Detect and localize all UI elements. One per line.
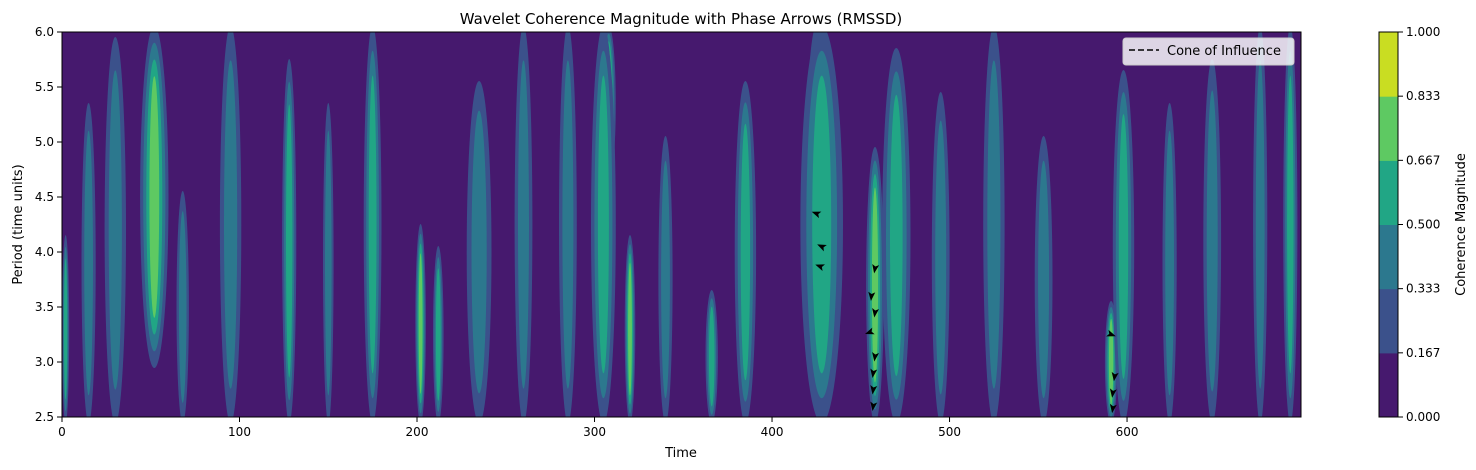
colorbar-band bbox=[1379, 96, 1398, 161]
x-tick-label: 400 bbox=[761, 425, 784, 439]
legend: Cone of Influence bbox=[1122, 37, 1295, 66]
coherence-contour-24-2 bbox=[935, 120, 947, 395]
coherence-contour-0-3 bbox=[64, 258, 68, 400]
plot-background bbox=[62, 32, 1301, 417]
legend-label: Cone of Influence bbox=[1167, 44, 1281, 59]
coherence-contour-31-2 bbox=[1255, 60, 1265, 389]
x-tick-label: 0 bbox=[58, 425, 66, 439]
phase-arrow bbox=[865, 327, 875, 335]
coherence-contour-16-4 bbox=[628, 262, 632, 396]
phase-arrow bbox=[1109, 388, 1117, 398]
coherence-contour-3-4 bbox=[149, 76, 160, 318]
x-axis-label: Time bbox=[664, 446, 697, 461]
coherence-contour-19-3 bbox=[740, 123, 751, 381]
phase-arrow bbox=[870, 385, 878, 395]
y-axis-label: Period (time units) bbox=[11, 164, 26, 284]
phase-arrow bbox=[870, 401, 878, 411]
y-axis: 2.5 3.0 3.5 4.0 4.5 5.0 5.5 6.0 bbox=[35, 25, 62, 424]
coherence-contour-1-2 bbox=[84, 130, 93, 396]
colorbar-tick-label: 0.500 bbox=[1406, 218, 1440, 232]
colorbar-tick-label: 0.333 bbox=[1406, 282, 1440, 296]
x-tick-label: 100 bbox=[228, 425, 251, 439]
x-tick-label: 300 bbox=[583, 425, 606, 439]
coherence-contour-8-3 bbox=[368, 75, 377, 374]
colorbar-ticks: 0.000 0.167 0.333 0.500 0.667 0.833 1.000 bbox=[1398, 25, 1440, 424]
phase-arrow bbox=[872, 352, 880, 362]
colorbar-bands bbox=[1379, 32, 1398, 418]
plot-frame bbox=[61, 31, 1302, 418]
phase-arrow bbox=[815, 264, 825, 271]
coherence-contour-2-2 bbox=[108, 70, 122, 390]
phase-arrow bbox=[868, 291, 876, 301]
y-tick-label: 5.5 bbox=[35, 80, 54, 94]
plot-area bbox=[61, 31, 1302, 418]
phase-arrow bbox=[872, 308, 880, 318]
colorbar-band bbox=[1379, 224, 1398, 290]
coherence-contour-21-3 bbox=[812, 75, 832, 374]
phase-arrow bbox=[817, 244, 827, 252]
coherence-contour-13-2 bbox=[562, 60, 574, 389]
colorbar-band bbox=[1379, 160, 1398, 225]
coherence-contour-5-2 bbox=[224, 60, 238, 389]
coherence-contour-7-2 bbox=[325, 130, 332, 396]
colorbar-label: Coherence Magnitude bbox=[1454, 153, 1469, 296]
legend-box bbox=[1122, 37, 1295, 66]
phase-arrow bbox=[1109, 403, 1117, 414]
x-tick-label: 500 bbox=[938, 425, 961, 439]
y-tick-label: 2.5 bbox=[35, 410, 54, 424]
x-tick-label: 600 bbox=[1116, 425, 1139, 439]
phase-arrow bbox=[872, 263, 880, 274]
colorbar-tick-label: 0.667 bbox=[1406, 153, 1440, 167]
coherence-contour-11-2 bbox=[471, 110, 487, 394]
coherence-contour-30-2 bbox=[1206, 90, 1218, 392]
colorbar-tick-label: 0.833 bbox=[1406, 89, 1440, 103]
coherence-contour-27-4 bbox=[1108, 318, 1114, 406]
coherence-contour-26-2 bbox=[1038, 160, 1050, 399]
colorbar-band bbox=[1379, 32, 1398, 97]
coherence-contour-9-4 bbox=[418, 253, 423, 394]
colorbar-tick-label: 0.000 bbox=[1406, 410, 1440, 424]
x-axis: 0 100 200 300 400 500 600 bbox=[58, 417, 1138, 439]
y-tick-label: 3.0 bbox=[35, 355, 54, 369]
colorbar-tick-label: 0.167 bbox=[1406, 346, 1440, 360]
coherence-contour-32-3 bbox=[1287, 75, 1294, 374]
y-tick-label: 3.5 bbox=[35, 300, 54, 314]
colorbar-tick-label: 1.000 bbox=[1406, 25, 1440, 39]
coherence-contour-4-2 bbox=[178, 211, 187, 403]
coherence-contour-6-3 bbox=[286, 104, 293, 378]
coherence-contour-10-3 bbox=[435, 268, 441, 401]
phase-arrow bbox=[870, 368, 878, 378]
coherence-contours bbox=[62, 32, 1298, 417]
phase-arrows bbox=[811, 211, 1119, 414]
coherence-contour-18-3 bbox=[708, 306, 715, 407]
colorbar-band bbox=[1379, 352, 1398, 418]
coherence-contour-15-3 bbox=[597, 75, 609, 374]
chart-title: Wavelet Coherence Magnitude with Phase A… bbox=[460, 10, 903, 28]
y-tick-label: 4.5 bbox=[35, 190, 54, 204]
phase-arrow bbox=[1106, 329, 1116, 337]
phase-arrow bbox=[811, 211, 822, 219]
x-tick-label: 200 bbox=[406, 425, 429, 439]
y-tick-label: 6.0 bbox=[35, 25, 54, 39]
coherence-contour-12-2 bbox=[518, 60, 529, 389]
coherence-contour-23-3 bbox=[890, 94, 903, 377]
y-tick-label: 5.0 bbox=[35, 135, 54, 149]
coherence-contour-28-3 bbox=[1118, 114, 1129, 379]
phase-arrow bbox=[1111, 371, 1119, 382]
coherence-contour-29-2 bbox=[1165, 130, 1174, 396]
y-tick-label: 4.0 bbox=[35, 245, 54, 259]
coherence-contour-25-2 bbox=[987, 60, 1001, 389]
coherence-contour-17-2 bbox=[661, 160, 670, 399]
colorbar-band bbox=[1379, 288, 1398, 354]
colorbar: 0.000 0.167 0.333 0.500 0.667 0.833 1.000 Cohe… bbox=[1378, 25, 1469, 424]
